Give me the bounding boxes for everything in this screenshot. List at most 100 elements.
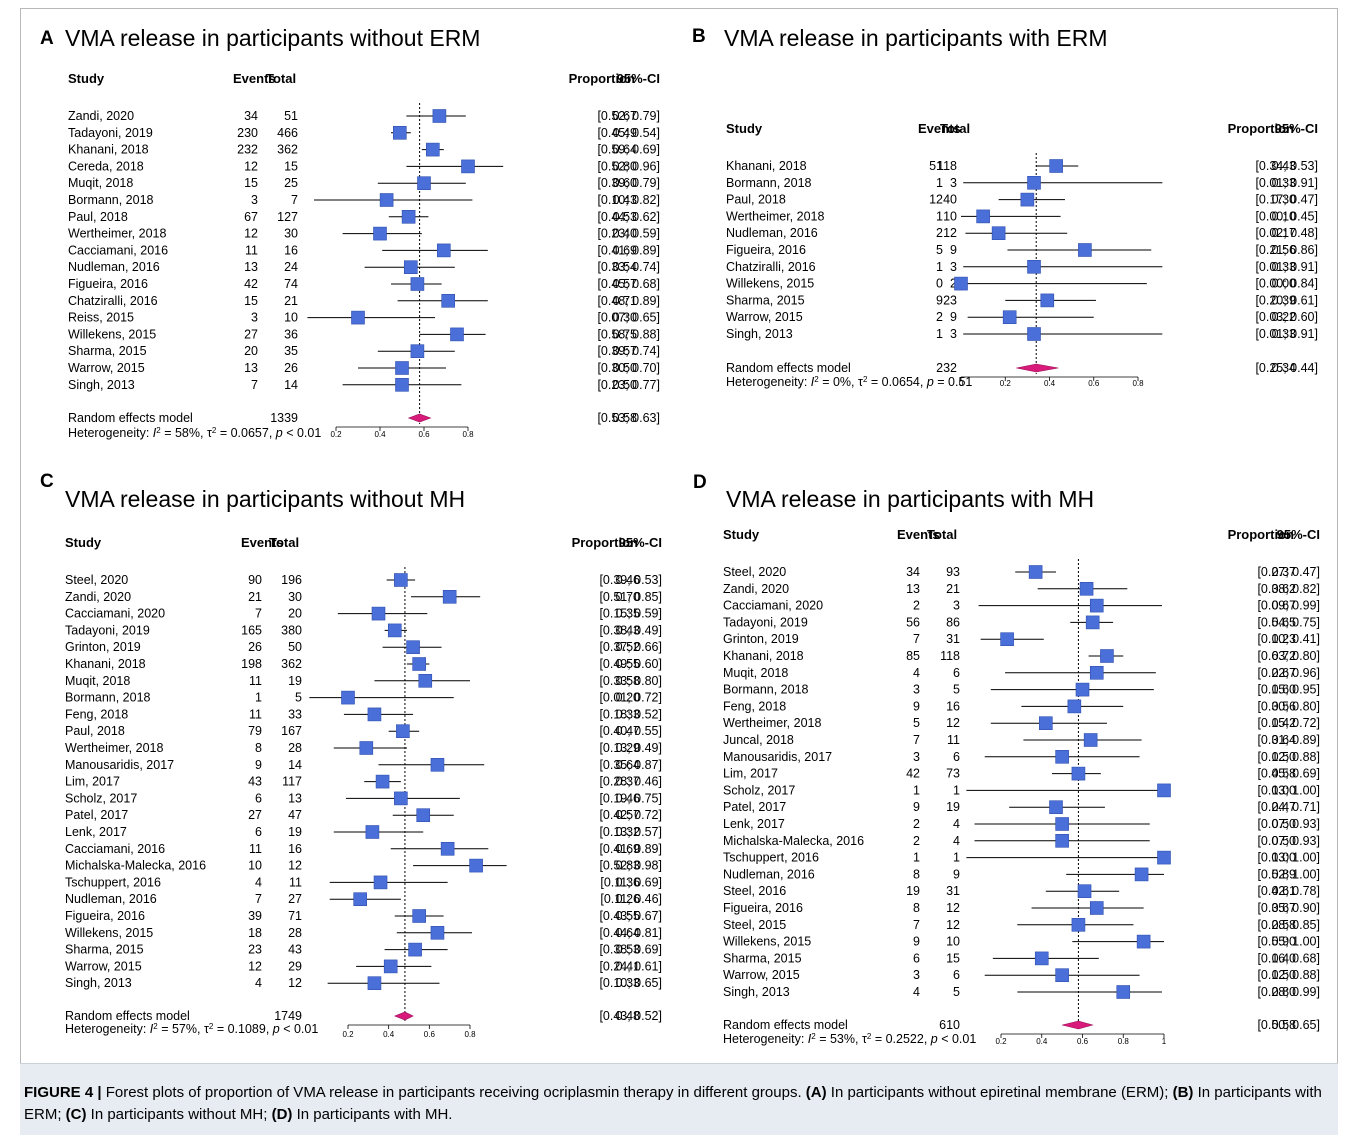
study-name: Warrow, 2015 [723,968,800,982]
study-estimate-square [976,209,990,224]
caption-figure-label: FIGURE 4 | [24,1084,102,1101]
study-estimate-square [379,193,394,207]
heterogeneity-text: Heterogeneity: I2 = 57%, τ2 = 0.1089, p … [65,1022,318,1037]
study-ci: [0.33; 0.80] [599,674,662,688]
study-proportion: 0.71 [613,294,637,308]
heterogeneity-text: Heterogeneity: I2 = 0%, τ2 = 0.0654, p =… [726,375,972,390]
forest-panel-b: B VMA release in participants with ERM Stu… [692,25,1318,389]
study-events: 1 [936,176,943,190]
study-proportion: 0.29 [616,741,640,755]
study-name: Zandi, 2020 [65,590,131,604]
study-proportion: 0.35 [616,607,640,621]
study-name: Paul, 2018 [65,724,125,738]
study-name: Sharma, 2015 [723,951,802,965]
study-events: 51 [929,159,943,173]
study-name: Feng, 2018 [65,707,128,721]
study-total: 380 [281,623,302,637]
study-ci: [0.02; 0.48] [1255,226,1318,240]
study-proportion: 0.33 [1272,327,1296,341]
study-estimate-square [1134,867,1149,882]
study-proportion: 0.42 [1272,716,1296,730]
study-estimate-square [371,606,386,621]
study-name: Chatziralli, 2016 [68,294,158,308]
study-proportion: 0.40 [1272,951,1296,965]
header-study: Study [68,71,105,86]
study-estimate-square [373,226,387,241]
study-events: 11 [249,707,262,721]
study-ci: [0.52; 0.79] [597,109,660,123]
study-estimate-square [442,589,457,604]
x-tick-label: 1 [1162,1037,1167,1046]
study-estimate-square [1027,327,1041,341]
study-name: Nudleman, 2016 [723,867,815,881]
study-estimate-square [416,808,431,823]
study-proportion: 0.49 [613,126,637,140]
study-name: Steel, 2020 [65,573,128,587]
study-ci: [0.01; 0.91] [1255,327,1318,341]
study-total: 50 [288,640,302,654]
study-total: 25 [284,176,298,190]
x-tick-label: 0.2 [342,1030,354,1039]
model-total: 610 [939,1018,960,1032]
study-ci: [0.27; 0.47] [1257,565,1320,579]
pooled-diamond [407,413,432,423]
panel-title: VMA release in participants without ERM [65,25,480,51]
study-name: Scholz, 2017 [65,791,137,805]
study-events: 23 [248,943,262,957]
study-name: Tadayoni, 2019 [65,623,150,637]
study-total: 27 [288,892,302,906]
study-ci: [0.41; 0.89] [597,243,660,257]
study-name: Reiss, 2015 [68,311,134,325]
study-estimate-square [1089,665,1104,680]
study-proportion: 0.69 [613,243,637,257]
study-name: Tschuppert, 2016 [65,875,161,889]
x-tick-label: 0.6 [418,430,430,439]
study-total: 19 [946,800,960,814]
study-proportion: 0.60 [613,176,637,190]
study-total: 12 [946,918,960,932]
study-estimate-square [1157,783,1171,798]
study-total: 30 [284,227,298,241]
header-study: Study [723,527,760,542]
study-events: 7 [913,733,920,747]
model-proportion: 0.58 [1272,1018,1296,1032]
header-total: Total [266,71,296,86]
study-ci: [0.31; 0.89] [1257,733,1320,747]
study-estimate-square [1049,800,1063,815]
study-proportion: 0.23 [1272,632,1296,646]
study-ci: [0.38; 0.82] [1257,582,1320,596]
study-name: Lenk, 2017 [723,817,785,831]
model-total: 232 [936,361,957,375]
study-total: 196 [281,573,302,587]
study-name: Cacciamani, 2020 [65,607,165,621]
x-tick-label: 0.2 [995,1037,1007,1046]
study-total: 16 [288,842,302,856]
study-name: Wertheimer, 2018 [723,716,821,730]
study-ci: [0.10; 0.41] [1257,632,1320,646]
study-total: 3 [950,260,957,274]
study-total: 43 [288,943,302,957]
study-name: Patel, 2017 [65,808,128,822]
study-name: Khanani, 2018 [726,159,807,173]
study-estimate-square [1100,649,1114,663]
study-ci: [0.23; 0.77] [597,378,660,392]
study-events: 232 [237,143,258,157]
study-estimate-square [367,707,382,722]
study-proportion: 1.00 [1272,851,1296,865]
study-events: 9 [936,293,943,307]
study-proportion: 0.33 [1272,260,1296,274]
study-name: Scholz, 2017 [723,783,795,797]
study-total: 6 [953,666,960,680]
study-proportion: 0.33 [1272,176,1296,190]
model-proportion: 0.58 [613,411,637,425]
study-ci: [0.54; 0.75] [1257,615,1320,629]
study-proportion: 1.00 [1272,783,1296,797]
study-name: Wertheimer, 2018 [726,209,824,223]
study-name: Singh, 2013 [723,985,790,999]
study-events: 27 [244,327,258,341]
study-ci: [0.03; 1.00] [1257,851,1320,865]
study-ci: [0.13; 0.49] [599,741,662,755]
study-estimate-square [417,176,431,190]
study-total: 19 [288,825,302,839]
study-total: 19 [288,674,302,688]
